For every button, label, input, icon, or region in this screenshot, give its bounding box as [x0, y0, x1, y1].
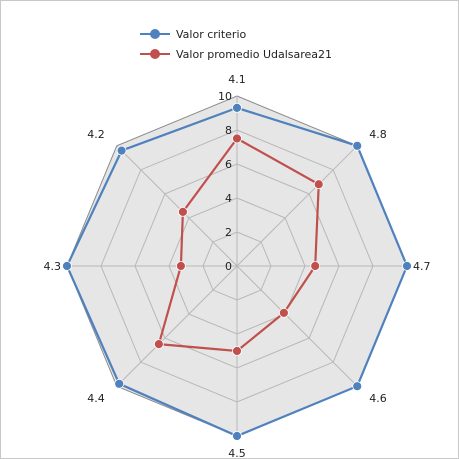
category-label-4.6: 4.6 [369, 392, 387, 405]
category-label-4.4: 4.4 [87, 392, 105, 405]
radial-tick-label: 4 [225, 192, 232, 205]
radial-tick-labels: 0 2 4 6 8 10 [218, 90, 232, 273]
radial-tick-label: 10 [218, 90, 232, 103]
radial-tick-label: 0 [225, 260, 232, 273]
legend: Valor criterio Valor promedio Udalsarea2… [140, 24, 332, 64]
series-0-point-4.7 [402, 261, 412, 271]
series-0-point-4.5 [232, 431, 242, 441]
radar-series [62, 103, 412, 441]
grid-spoke [116, 265, 238, 387]
legend-item-criterio: Valor criterio [140, 24, 332, 44]
series-0-point-4.1 [232, 103, 242, 113]
series-1-point-4.8 [313, 179, 324, 190]
category-label-4.1: 4.1 [228, 73, 246, 86]
category-labels: 4.1 4.8 4.7 4.6 4.5 4.4 4.3 4.2 [44, 73, 431, 459]
category-label-4.2: 4.2 [87, 128, 105, 141]
category-label-4.7: 4.7 [413, 260, 431, 273]
series-0-point-4.8 [352, 140, 363, 151]
series-1-point-4.4 [153, 339, 164, 350]
legend-swatch-criterio [140, 28, 170, 40]
series-1-point-4.6 [278, 307, 289, 318]
category-label-4.5: 4.5 [228, 447, 246, 459]
series-1-point-4.2 [178, 207, 188, 217]
category-label-4.3: 4.3 [44, 260, 62, 273]
series-0-point-4.3 [62, 261, 72, 271]
radial-tick-label: 6 [225, 158, 232, 171]
series-1-point-4.5 [232, 346, 242, 356]
radial-tick-label: 8 [225, 124, 232, 137]
grid-spoke [236, 145, 358, 267]
legend-item-promedio: Valor promedio Udalsarea21 [140, 44, 332, 64]
grid-spoke [236, 265, 358, 387]
series-0-point-4.2 [116, 145, 127, 156]
legend-swatch-promedio [140, 48, 170, 60]
series-0-point-4.4 [114, 378, 125, 389]
legend-label-criterio: Valor criterio [176, 27, 247, 41]
series-1-point-4.3 [175, 261, 186, 271]
category-label-4.8: 4.8 [369, 128, 387, 141]
radial-tick-label: 2 [225, 226, 232, 239]
grid-spoke [116, 145, 238, 267]
series-1-point-4.1 [232, 133, 242, 144]
series-1-point-4.7 [310, 261, 321, 271]
series-0-point-4.6 [352, 381, 363, 392]
legend-label-promedio: Valor promedio Udalsarea21 [176, 47, 333, 61]
